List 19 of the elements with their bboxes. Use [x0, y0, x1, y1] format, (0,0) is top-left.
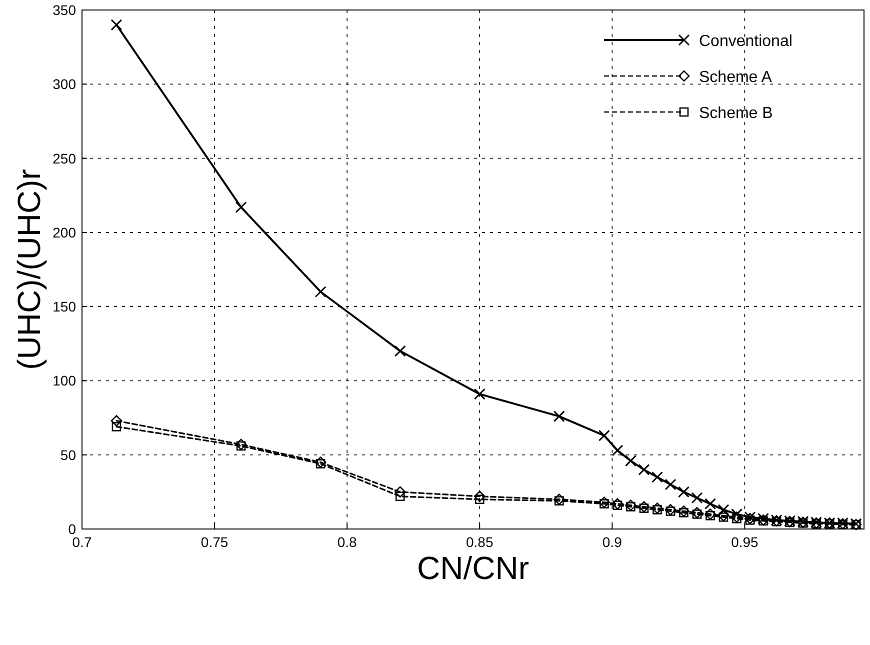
x-tick-label: 0.7 — [72, 534, 92, 550]
x-tick-label: 0.75 — [200, 534, 228, 550]
y-tick-label: 350 — [52, 2, 76, 18]
x-tick-label: 0.8 — [337, 534, 358, 550]
x-tick-label: 0.85 — [466, 534, 494, 550]
y-tick-label: 100 — [52, 372, 76, 389]
x-tick-label: 0.9 — [602, 534, 622, 550]
y-tick-label: 50 — [60, 446, 76, 463]
legend-label: Scheme B — [699, 105, 773, 122]
legend-label: Conventional — [699, 33, 792, 50]
y-axis-title: (UHC)/(UHC)r — [11, 168, 47, 370]
y-tick-label: 0 — [68, 521, 76, 537]
y-tick-label: 200 — [52, 224, 76, 240]
y-tick-label: 300 — [52, 76, 76, 92]
x-tick-label: 0.95 — [731, 534, 759, 550]
x-axis-title: CN/CNr — [417, 550, 530, 586]
legend-label: Scheme A — [699, 69, 772, 86]
y-tick-label: 250 — [52, 150, 76, 166]
y-tick-label: 150 — [52, 298, 76, 315]
